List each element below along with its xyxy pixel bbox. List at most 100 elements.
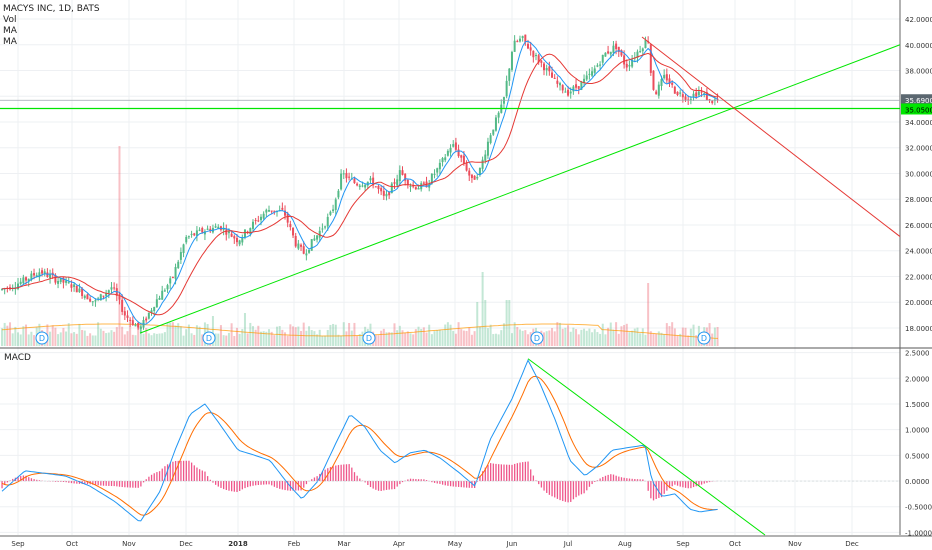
- candle: [668, 74, 671, 88]
- candle: [631, 54, 634, 69]
- dividend-icon: [202, 331, 216, 345]
- volume-bar: [500, 330, 503, 346]
- histogram-bar: [522, 462, 524, 482]
- histogram-bar: [118, 481, 121, 487]
- candle: [113, 282, 116, 291]
- histogram-bar: [463, 481, 465, 488]
- candle-body: [692, 93, 695, 97]
- volume-bar: [241, 329, 244, 346]
- candle-body: [422, 182, 425, 184]
- histogram-bar: [215, 481, 217, 485]
- candle-body: [617, 46, 620, 53]
- candle: [649, 43, 652, 76]
- histogram-bar: [94, 481, 97, 486]
- candle: [121, 294, 124, 316]
- volume-bar: [695, 335, 698, 346]
- candle-body: [388, 191, 391, 196]
- histogram-bar: [33, 479, 35, 482]
- candle: [665, 68, 668, 84]
- candle-body: [49, 274, 52, 279]
- candle-body: [19, 281, 22, 284]
- candle: [422, 181, 425, 185]
- candle: [601, 54, 604, 66]
- candle-body: [297, 243, 300, 249]
- candle-body: [257, 220, 260, 222]
- volume-bar: [254, 329, 257, 346]
- histogram-bar: [68, 481, 70, 483]
- volume-bar: [625, 323, 628, 346]
- histogram-bar: [393, 481, 396, 490]
- volume-bar: [316, 334, 319, 346]
- volume-bar: [334, 324, 337, 346]
- candle: [137, 322, 140, 330]
- volume-bar: [585, 330, 588, 346]
- candle: [508, 68, 511, 86]
- candle: [147, 312, 150, 320]
- candle: [22, 274, 25, 285]
- candle: [502, 96, 505, 109]
- candle: [305, 249, 308, 261]
- time-tick-label: Feb: [288, 540, 301, 548]
- candle: [484, 150, 487, 164]
- candle: [342, 170, 345, 179]
- histogram-bar: [548, 481, 551, 495]
- histogram-bar: [295, 481, 297, 491]
- volume-bar: [129, 325, 132, 346]
- histogram-bar: [292, 481, 294, 491]
- volume-bar: [689, 328, 692, 346]
- candle: [75, 285, 78, 293]
- candle-body: [481, 159, 484, 169]
- volume-bar: [460, 329, 463, 346]
- dividend-icon: [35, 331, 49, 345]
- histogram-bar: [1, 481, 3, 489]
- candle: [19, 277, 22, 286]
- volume-bar: [441, 330, 444, 346]
- volume-bar: [409, 333, 412, 346]
- candle-body: [540, 60, 543, 63]
- time-tick-label: Nov: [788, 540, 802, 548]
- candle-body: [107, 290, 110, 293]
- candle: [486, 137, 489, 159]
- volume-bar: [353, 322, 356, 346]
- volume-bar: [476, 302, 479, 346]
- candle: [393, 178, 396, 190]
- candle: [286, 211, 289, 228]
- volume-bar: [19, 334, 22, 346]
- volume-bar: [238, 333, 241, 346]
- candle-body: [548, 66, 551, 72]
- legend-vol: Vol: [3, 15, 17, 25]
- candle-body: [105, 292, 108, 297]
- histogram-bar: [532, 475, 535, 482]
- volume-bar: [396, 330, 399, 346]
- volume-bar: [155, 333, 158, 346]
- candle-body: [401, 170, 404, 175]
- volume-bar: [89, 333, 92, 346]
- candle-body: [601, 54, 604, 63]
- volume-bar: [414, 329, 417, 346]
- histogram-bar: [65, 481, 67, 483]
- candle-body: [583, 78, 586, 84]
- volume-bar: [420, 328, 423, 346]
- candle: [556, 76, 559, 88]
- candle: [57, 277, 60, 289]
- volume-bar: [257, 325, 260, 346]
- histogram-bar: [281, 481, 284, 490]
- histogram-bar: [348, 464, 350, 482]
- histogram-bar: [623, 477, 625, 482]
- candle: [356, 182, 359, 187]
- volume-bar: [67, 323, 70, 346]
- volume-bar: [492, 334, 495, 346]
- histogram-bar: [385, 481, 388, 490]
- histogram-bar: [356, 475, 358, 482]
- volume-bar: [259, 331, 262, 346]
- candle: [134, 322, 137, 327]
- candle-body: [225, 229, 228, 235]
- candle: [171, 276, 174, 279]
- symbol-title: MACYS INC, 1D, BATS: [3, 4, 100, 14]
- volume-bar: [481, 272, 484, 346]
- volume-bar: [404, 332, 407, 346]
- candle: [300, 243, 303, 251]
- candle-body: [473, 175, 476, 180]
- candle: [238, 239, 241, 247]
